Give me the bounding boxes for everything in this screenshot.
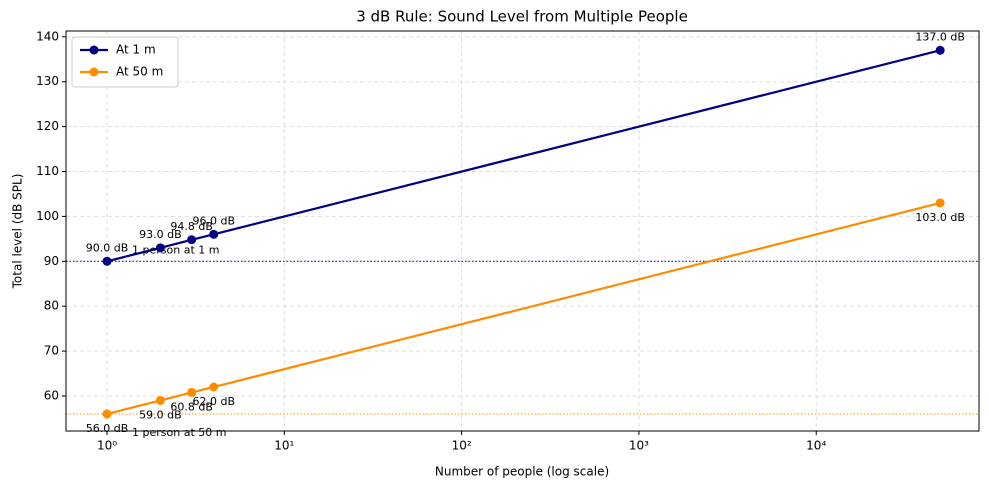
data-label: 56.0 dB <box>86 422 129 435</box>
y-tick-label: 130 <box>36 74 59 88</box>
data-label: 137.0 dB <box>915 30 965 43</box>
data-label: 60.8 dB <box>170 400 213 413</box>
data-label: 103.0 dB <box>915 211 965 224</box>
y-tick-label: 80 <box>44 299 59 313</box>
point <box>209 382 219 392</box>
y-tick-label: 100 <box>36 209 59 223</box>
reference-label: 1 person at 50 m <box>132 426 226 439</box>
series-line <box>106 201 941 416</box>
x-tick-label: 10⁴ <box>806 439 826 453</box>
y-tick-label: 120 <box>36 119 59 133</box>
legend-label: At 1 m <box>116 43 156 57</box>
data-label: 93.0 dB <box>139 228 182 241</box>
point <box>102 409 112 419</box>
x-tick-label: 10³ <box>629 439 649 453</box>
point <box>155 243 165 253</box>
y-tick-label: 70 <box>44 344 59 358</box>
point <box>187 387 197 397</box>
point <box>187 235 197 245</box>
y-axis-label: Total level (dB SPL) <box>11 174 25 290</box>
y-tick-label: 110 <box>36 164 59 178</box>
y-tick-label: 140 <box>36 29 59 43</box>
y-tick-label: 60 <box>44 388 59 402</box>
point <box>935 198 945 208</box>
legend: At 1 m At 50 m <box>71 36 179 88</box>
reference-label: 1 person at 1 m <box>132 243 219 256</box>
legend-marker <box>89 67 99 77</box>
chart-title: 3 dB Rule: Sound Level from Multiple Peo… <box>356 8 688 26</box>
x-tick-label: 10² <box>452 439 472 453</box>
x-axis-label: Number of people (log scale) <box>435 465 609 479</box>
legend-label: At 50 m <box>116 65 163 79</box>
data-label: 94.8 dB <box>170 220 213 233</box>
point <box>935 45 945 55</box>
point <box>102 256 112 266</box>
data-label: 90.0 dB <box>86 241 129 254</box>
point <box>155 395 165 405</box>
data-label: 62.0 dB <box>193 395 236 408</box>
legend-marker <box>89 45 99 55</box>
y-tick-label: 90 <box>44 254 59 268</box>
x-tick-label: 10¹ <box>274 439 294 453</box>
plot-frame <box>65 30 980 432</box>
point <box>209 229 219 239</box>
data-label: 59.0 dB <box>139 408 182 421</box>
x-tick-label: 10⁰ <box>97 439 117 453</box>
data-label: 96.0 dB <box>193 214 236 227</box>
